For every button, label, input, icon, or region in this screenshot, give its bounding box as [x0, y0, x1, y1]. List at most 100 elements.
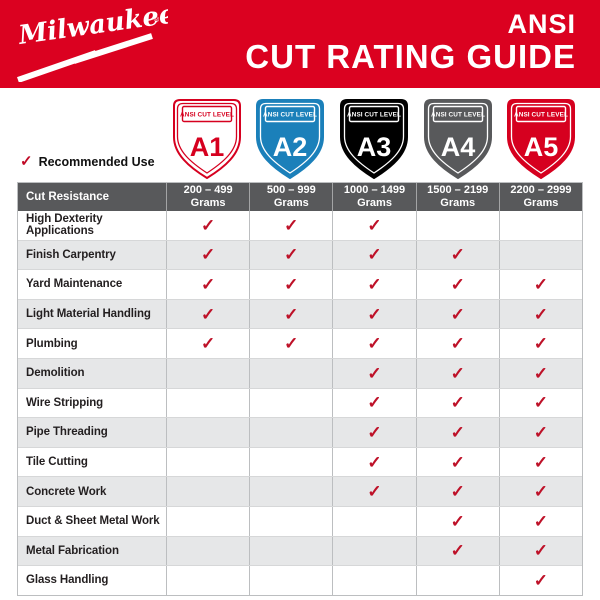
check-cell-checked: ✓ [415, 536, 499, 566]
title-line-1: ANSI [507, 9, 576, 39]
ansi-label-box [348, 105, 400, 123]
check-cell-empty [166, 506, 249, 536]
checkmark-icon: ✓ [450, 363, 465, 383]
check-cell-empty [415, 566, 499, 595]
checkmark-icon: ✓ [367, 452, 382, 472]
check-cell-checked: ✓ [332, 211, 415, 240]
table-row: Finish Carpentry ✓ ✓ ✓ ✓ [18, 239, 582, 270]
check-cell-checked: ✓ [498, 388, 582, 418]
column-header-grams-2: 1000 – 1499 Grams [332, 183, 415, 211]
check-cell-checked: ✓ [166, 270, 249, 299]
check-cell-checked: ✓ [415, 506, 499, 536]
cut-level-badge-a2: ANSI CUT LEVEL A2 [256, 99, 325, 180]
application-label: Pipe Threading [26, 426, 108, 439]
check-cell-empty [166, 388, 249, 418]
check-cell-checked: ✓ [498, 358, 582, 388]
check-cell-checked: ✓ [498, 329, 582, 358]
check-cell-checked: ✓ [498, 418, 582, 447]
cut-level-value: A1 [190, 132, 225, 162]
application-label: High Dexterity Applications [26, 213, 103, 238]
checkmark-icon: ✓ [450, 422, 465, 442]
checkmark-icon: ✓ [367, 245, 382, 265]
check-cell-checked: ✓ [415, 329, 499, 358]
check-cell-checked: ✓ [415, 358, 499, 388]
check-cell-checked: ✓ [415, 477, 499, 506]
check-cell-empty [166, 447, 249, 477]
ansi-label-box [265, 105, 316, 123]
check-cell-empty [249, 388, 332, 418]
checkmark-icon: ✓ [284, 334, 299, 354]
checkmark-icon: ✓ [450, 452, 465, 472]
table-body: High Dexterity Applications ✓ ✓ ✓ Finish Car… [18, 211, 582, 595]
check-cell-checked: ✓ [415, 388, 499, 418]
cut-level-badge-a1: ANSI CUT LEVEL A1 [172, 99, 241, 180]
check-cell-empty [249, 477, 332, 506]
checkmark-icon: ✓ [200, 245, 216, 265]
application-label: Metal Fabrication [26, 544, 119, 557]
application-label: Concrete Work [26, 485, 107, 498]
check-cell-checked: ✓ [249, 211, 332, 240]
check-cell-empty [415, 211, 499, 240]
check-cell-empty [249, 418, 332, 447]
check-cell-empty [332, 566, 415, 595]
table-row: Wire Stripping ✓ ✓ ✓ [18, 387, 582, 418]
check-cell-checked: ✓ [166, 299, 249, 329]
check-cell-empty [166, 477, 249, 506]
ansi-label-box [181, 105, 232, 123]
checkmark-icon: ✓ [20, 153, 33, 170]
check-cell-empty [249, 358, 332, 388]
checkmark-icon: ✓ [200, 304, 216, 324]
check-cell-empty [166, 358, 249, 388]
lightning-bolt-icon [17, 33, 153, 82]
table-row: High Dexterity Applications ✓ ✓ ✓ [18, 211, 582, 240]
table-row: Pipe Threading ✓ ✓ ✓ [18, 417, 582, 447]
check-cell-empty [332, 506, 415, 536]
checkmark-icon: ✓ [450, 393, 465, 413]
recommended-use-label: Recommended Use [38, 154, 155, 169]
title-line-2: CUT RATING GUIDE [245, 38, 576, 75]
check-cell-empty [249, 447, 332, 477]
column-header-grams-0: 200 – 499 Grams [166, 183, 249, 211]
checkmark-icon: ✓ [367, 393, 382, 413]
cut-resistance-table: Cut Resistance 200 – 499 Grams 500 – 999 Gr… [17, 182, 583, 596]
check-cell-empty [166, 536, 249, 566]
table-row: Light Material Handling ✓ ✓ ✓ ✓ ✓ [18, 298, 582, 329]
checkmark-icon: ✓ [200, 274, 216, 294]
application-label: Yard Maintenance [26, 278, 123, 291]
check-cell-empty [332, 536, 415, 566]
check-cell-checked: ✓ [249, 270, 332, 299]
column-header-grams-4: 2200 – 2999 Grams [498, 183, 582, 211]
checkmark-icon: ✓ [533, 511, 549, 531]
checkmark-icon: ✓ [533, 482, 549, 502]
application-label: Light Material Handling [26, 308, 151, 321]
check-cell-checked: ✓ [415, 270, 499, 299]
check-cell-empty [249, 566, 332, 595]
checkmark-icon: ✓ [450, 334, 465, 354]
check-cell-checked: ✓ [332, 447, 415, 477]
check-cell-empty [249, 506, 332, 536]
grams-range: 500 – 999 [266, 183, 316, 196]
checkmark-icon: ✓ [450, 541, 465, 561]
checkmark-icon: ✓ [284, 274, 299, 294]
checkmark-icon: ✓ [533, 570, 549, 590]
check-cell-checked: ✓ [332, 388, 415, 418]
checkmark-icon: ✓ [367, 482, 382, 502]
checkmark-icon: ✓ [450, 482, 465, 502]
checkmark-icon: ✓ [284, 304, 299, 324]
check-cell-checked: ✓ [415, 447, 499, 477]
check-cell-checked: ✓ [332, 240, 415, 270]
check-cell-checked: ✓ [249, 299, 332, 329]
registered-mark: ® [154, 16, 160, 24]
check-cell-checked: ✓ [166, 329, 249, 358]
shield-inner-outline [427, 102, 488, 174]
shield-inner-outline [260, 102, 321, 174]
ansi-label-box [432, 105, 483, 123]
check-cell-empty [498, 211, 582, 240]
check-cell-empty [166, 566, 249, 595]
cut-level-badge-a3: ANSI CUT LEVEL A3 [340, 99, 408, 180]
check-cell-checked: ✓ [332, 329, 415, 358]
grams-range: 2200 – 2999 [510, 183, 572, 196]
checkmark-icon: ✓ [367, 304, 382, 324]
checkmark-icon: ✓ [450, 274, 465, 294]
